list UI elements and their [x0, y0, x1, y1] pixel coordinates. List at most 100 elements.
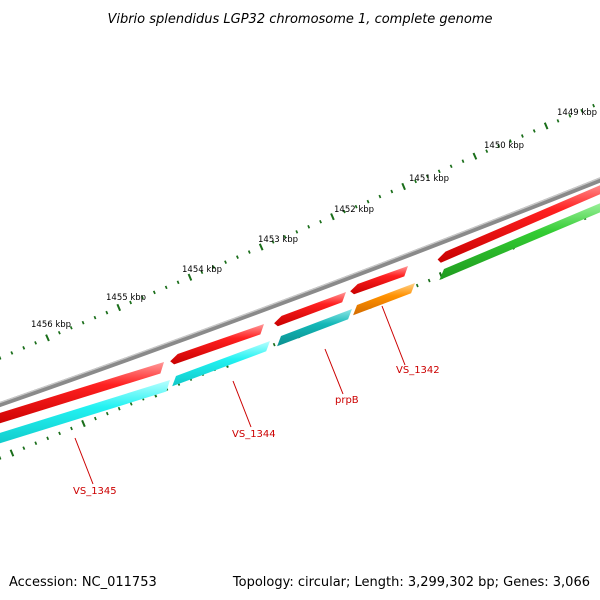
tick-label: 1455 kbp	[106, 293, 146, 303]
inner-minor-tick	[58, 431, 61, 436]
minor-tick	[521, 134, 524, 138]
inner-minor-tick	[117, 406, 121, 411]
tick-label: 1456 kbp	[31, 320, 71, 330]
gene-label-prpb[interactable]: prpB	[335, 395, 359, 406]
tick-label: 1454 kbp	[182, 265, 222, 275]
minor-tick	[212, 265, 216, 269]
cds-reverse-vs1344[interactable]	[172, 341, 270, 387]
connector-vs1344	[232, 380, 252, 428]
connector-vs1345	[74, 437, 94, 485]
minor-tick	[200, 270, 204, 275]
inner-minor-tick	[129, 401, 133, 406]
backbone-arc	[0, 177, 600, 408]
tick-label: 1450 kbp	[484, 141, 524, 151]
minor-tick	[271, 240, 275, 244]
major-tick	[330, 213, 335, 221]
minor-tick	[366, 199, 370, 204]
inner-minor-tick	[415, 283, 419, 288]
minor-tick	[57, 330, 61, 335]
tick-labels: 1449 kbp 1450 kbp 1451 kbp 1452 kbp 1453 kbp…	[31, 108, 597, 330]
minor-tick	[283, 235, 287, 239]
gene-label-vs1342[interactable]: VS_1342	[396, 365, 440, 376]
minor-tick	[568, 113, 572, 118]
inner-minor-tick	[0, 456, 2, 460]
tick-label: 1453 kbp	[258, 235, 298, 245]
minor-tick	[10, 351, 14, 355]
minor-tick	[295, 230, 299, 234]
inner-minor-tick	[22, 446, 26, 450]
cds-reverse[interactable]	[439, 199, 600, 281]
minor-tick	[176, 280, 180, 285]
cds-forward[interactable]	[437, 181, 600, 263]
connector-prpb	[324, 348, 344, 395]
major-tick	[187, 273, 193, 281]
minor-tick	[342, 209, 346, 214]
gene-label-lines	[74, 305, 406, 485]
minor-tick	[81, 320, 85, 325]
major-tick	[401, 182, 406, 191]
minor-tick	[129, 300, 132, 305]
minor-tick	[93, 315, 97, 320]
cds-forward[interactable]	[0, 362, 164, 428]
tick-label: 1449 kbp	[557, 108, 597, 118]
minor-tick	[307, 224, 311, 229]
minor-tick	[152, 290, 156, 295]
minor-tick	[319, 219, 322, 224]
cds-reverse-vs1342[interactable]	[353, 283, 415, 316]
cds-forward[interactable]	[350, 266, 408, 295]
inner-minor-tick	[94, 416, 97, 421]
major-tick	[472, 152, 478, 160]
inner-minor-tick	[272, 342, 276, 347]
minor-tick	[426, 174, 429, 179]
gene-label-vs1344[interactable]: VS_1344	[232, 429, 276, 440]
major-tick	[116, 303, 122, 312]
minor-tick	[141, 295, 144, 300]
inner-minor-tick	[34, 441, 38, 446]
minor-tick	[69, 325, 73, 330]
tick-label: 1451 kbp	[409, 174, 449, 184]
minor-tick	[497, 144, 501, 148]
inner-minor-tick	[105, 411, 109, 416]
minor-tick	[247, 250, 251, 254]
minor-tick	[580, 108, 584, 113]
inner-major-tick	[81, 419, 86, 428]
inner-major-tick	[9, 449, 15, 457]
cds-forward[interactable]	[274, 292, 346, 327]
minor-tick	[390, 189, 394, 194]
minor-tick	[461, 159, 465, 164]
connector-vs1342	[381, 305, 406, 366]
accession-text: Accession: NC_011753	[9, 575, 157, 590]
inner-minor-tick	[46, 436, 50, 441]
map-title: Vibrio splendidus LGP32 chromosome 1, co…	[107, 12, 492, 27]
gene-label-vs1345[interactable]: VS_1345	[73, 486, 117, 497]
cds-reverse-prpb[interactable]	[277, 309, 352, 347]
cds-reverse-vs1345[interactable]	[0, 380, 170, 448]
minor-tick	[164, 285, 168, 290]
tick-label: 1452 kbp	[334, 205, 374, 215]
minor-tick	[0, 356, 2, 360]
minor-tick	[437, 169, 441, 174]
minor-tick	[449, 164, 453, 169]
inner-minor-tick	[427, 278, 431, 283]
minor-tick	[509, 139, 512, 143]
minor-tick	[354, 204, 358, 209]
minor-tick	[414, 179, 417, 184]
minor-tick	[105, 310, 109, 315]
minor-tick	[224, 260, 227, 264]
major-tick	[258, 243, 264, 251]
minor-tick	[592, 103, 595, 108]
genome-summary: Topology: circular; Length: 3,299,302 bp…	[232, 575, 590, 590]
minor-tick	[532, 129, 536, 133]
feature-track	[0, 181, 600, 448]
inner-minor-tick	[70, 426, 73, 431]
minor-tick	[22, 346, 26, 350]
minor-tick	[236, 255, 239, 259]
minor-tick	[485, 149, 489, 153]
minor-tick	[556, 119, 560, 123]
cds-forward[interactable]	[170, 324, 264, 365]
major-tick	[543, 122, 549, 130]
major-tick	[45, 334, 50, 342]
backbone-highlight	[0, 177, 600, 404]
minor-tick	[378, 194, 382, 199]
